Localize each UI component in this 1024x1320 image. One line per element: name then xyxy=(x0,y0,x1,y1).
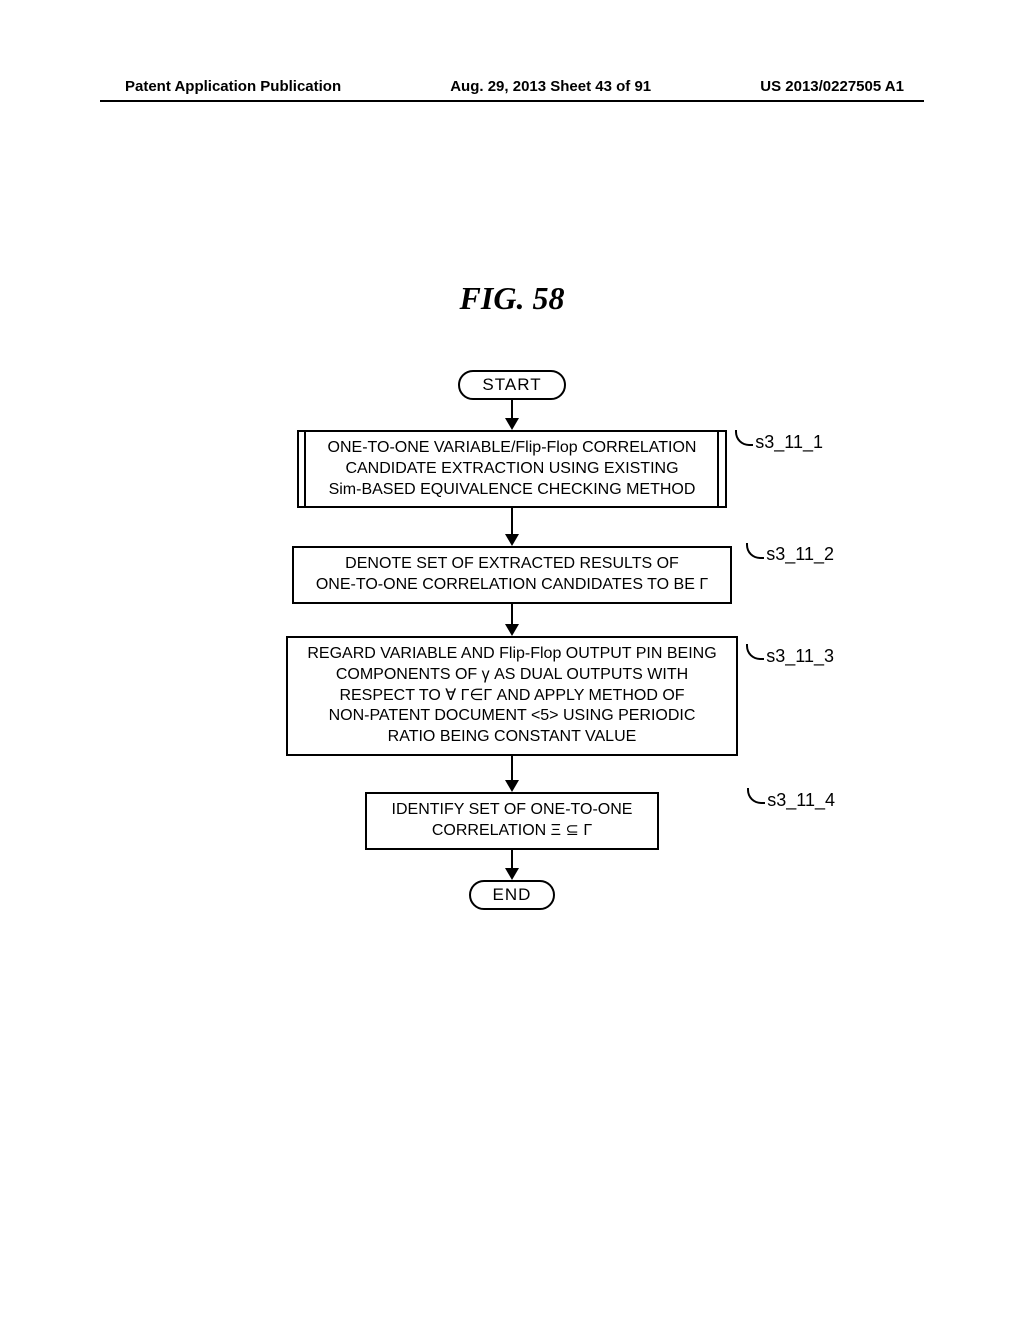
end-terminal: END xyxy=(469,880,556,910)
step-1-line-2: CANDIDATE EXTRACTION USING EXISTING xyxy=(311,459,713,480)
step-1-line-1: ONE-TO-ONE VARIABLE/Flip-Flop CORRELATIO… xyxy=(311,438,713,459)
page-header: Patent Application Publication Aug. 29, … xyxy=(0,78,1024,95)
arrow-5 xyxy=(505,850,519,880)
step-1-line-3: Sim-BASED EQUIVALENCE CHECKING METHOD xyxy=(311,480,713,501)
step-3-line-4: NON-PATENT DOCUMENT <5> USING PERIODIC xyxy=(300,706,724,727)
step-2-line-2: ONE-TO-ONE CORRELATION CANDIDATES TO BE … xyxy=(306,575,718,596)
step-1-label: s3_11_1 xyxy=(735,432,823,453)
step-2-label: s3_11_2 xyxy=(746,544,834,565)
step-3-process: REGARD VARIABLE AND Flip-Flop OUTPUT PIN… xyxy=(286,636,738,756)
header-center: Aug. 29, 2013 Sheet 43 of 91 xyxy=(450,78,651,95)
step-4-wrapper: IDENTIFY SET OF ONE-TO-ONE CORRELATION Ξ… xyxy=(365,792,659,850)
step-3-line-1: REGARD VARIABLE AND Flip-Flop OUTPUT PIN… xyxy=(300,644,724,665)
arrow-2 xyxy=(505,508,519,546)
arrow-1 xyxy=(505,400,519,430)
start-terminal: START xyxy=(458,370,565,400)
step-2-process: DENOTE SET OF EXTRACTED RESULTS OF ONE-T… xyxy=(292,546,732,604)
header-rule xyxy=(100,100,924,102)
step-3-wrapper: REGARD VARIABLE AND Flip-Flop OUTPUT PIN… xyxy=(286,636,738,756)
step-4-process: IDENTIFY SET OF ONE-TO-ONE CORRELATION Ξ… xyxy=(365,792,659,850)
step-1-process: ONE-TO-ONE VARIABLE/Flip-Flop CORRELATIO… xyxy=(297,430,727,508)
step-2-wrapper: DENOTE SET OF EXTRACTED RESULTS OF ONE-T… xyxy=(292,546,732,604)
step-3-line-3: RESPECT TO ∀ Γ∈Γ AND APPLY METHOD OF xyxy=(300,686,724,707)
step-4-label: s3_11_4 xyxy=(747,790,835,811)
step-3-label: s3_11_3 xyxy=(746,646,834,667)
step-2-line-1: DENOTE SET OF EXTRACTED RESULTS OF xyxy=(306,554,718,575)
header-left: Patent Application Publication xyxy=(125,78,341,95)
header-right: US 2013/0227505 A1 xyxy=(760,78,904,95)
step-3-line-5: RATIO BEING CONSTANT VALUE xyxy=(300,727,724,748)
step-1-wrapper: ONE-TO-ONE VARIABLE/Flip-Flop CORRELATIO… xyxy=(297,430,727,508)
figure-title: FIG. 58 xyxy=(0,280,1024,317)
arrow-3 xyxy=(505,604,519,636)
arrow-4 xyxy=(505,756,519,792)
step-3-line-2: COMPONENTS OF γ AS DUAL OUTPUTS WITH xyxy=(300,665,724,686)
step-4-line-1: IDENTIFY SET OF ONE-TO-ONE xyxy=(379,800,645,821)
flowchart: START ONE-TO-ONE VARIABLE/Flip-Flop CORR… xyxy=(0,370,1024,910)
step-4-line-2: CORRELATION Ξ ⊆ Γ xyxy=(379,821,645,842)
